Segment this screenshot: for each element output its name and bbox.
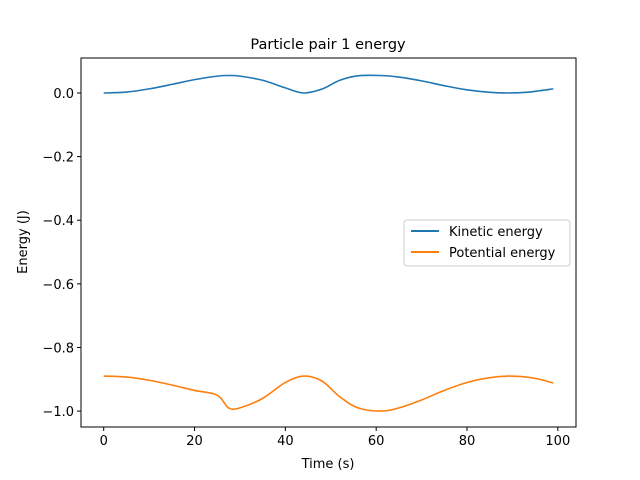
- y-tick-label: −0.4: [42, 214, 74, 229]
- legend-box: [403, 219, 571, 267]
- x-tick-label: 80: [459, 434, 476, 449]
- x-tick-label: 40: [277, 434, 294, 449]
- y-tick-label: −0.8: [42, 341, 74, 356]
- legend-label-kinetic: Kinetic energy: [449, 225, 543, 240]
- y-tick-label: 0.0: [53, 87, 74, 102]
- y-tick-label: −1.0: [42, 405, 74, 420]
- y-tick-label: −0.2: [42, 151, 74, 166]
- chart-title: Particle pair 1 energy: [250, 37, 406, 53]
- axes-layer: 0 20 40 60 80 100 0.0 −0.2 −0.4 −0.6 −0.8 −1.0: [42, 87, 570, 449]
- x-tick-label: 0: [100, 434, 108, 449]
- legend-label-potential: Potential energy: [449, 246, 556, 261]
- plot-frame: [80, 57, 577, 428]
- series-line-potential: [103, 375, 554, 412]
- y-tick-label: −0.6: [42, 278, 74, 293]
- x-tick-label: 60: [368, 434, 385, 449]
- x-axis-label: Time (s): [301, 457, 355, 472]
- x-tick-label: 20: [186, 434, 203, 449]
- series-layer: [103, 74, 554, 412]
- series-line-kinetic: [103, 74, 554, 94]
- x-tick-label: 100: [545, 434, 570, 449]
- y-axis-label: Energy (J): [16, 210, 31, 274]
- legend: Kinetic energy Potential energy: [403, 219, 571, 267]
